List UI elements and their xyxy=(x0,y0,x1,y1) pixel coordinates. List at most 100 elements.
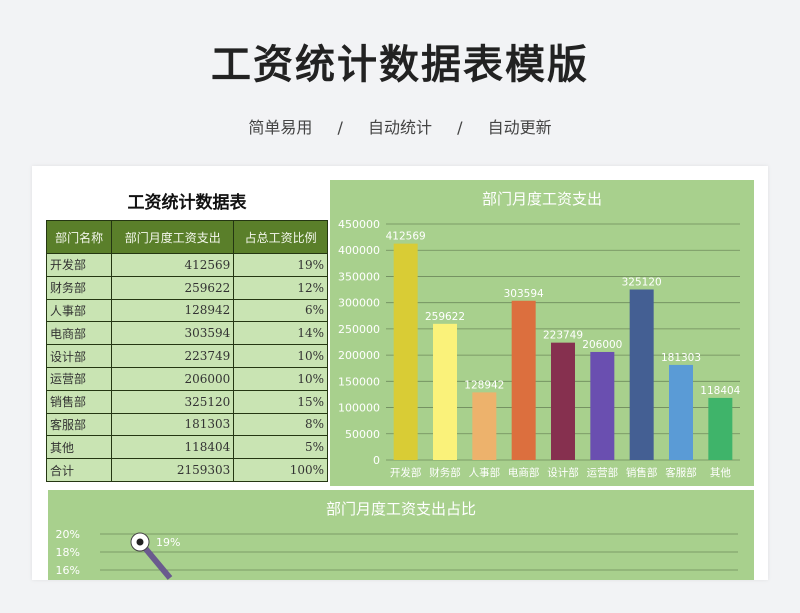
bar[interactable] xyxy=(629,289,654,460)
x-tick-label: 电商部 xyxy=(508,466,540,479)
bar[interactable] xyxy=(472,392,497,460)
bar-data-label: 181303 xyxy=(661,352,701,364)
ratio-chart: 部门月度工资支出占比 20% 18% 16% 19% xyxy=(56,500,738,580)
x-tick-label: 设计部 xyxy=(547,466,579,479)
table-row: 运营部 206000 10% xyxy=(45,366,328,391)
y-tick-label: 18% xyxy=(56,546,80,559)
ratio-chart-title: 部门月度工资支出占比 xyxy=(326,500,476,518)
cell-pay[interactable]: 128942 xyxy=(111,298,235,323)
bar[interactable] xyxy=(669,364,693,460)
cell-dept[interactable]: 设计部 xyxy=(45,344,113,368)
header-monthly-pay[interactable]: 部门月度工资支出 xyxy=(111,220,235,254)
cell-ratio[interactable]: 19% xyxy=(233,253,328,277)
bar-chart-panel: 部门月度工资支出 0 50000 100000 150000 200000 250000 3… xyxy=(330,180,754,486)
bar[interactable] xyxy=(393,243,418,460)
cell-ratio[interactable]: 5% xyxy=(233,435,328,460)
bar[interactable] xyxy=(590,351,615,460)
cell-pay[interactable]: 118404 xyxy=(111,435,235,460)
cell-ratio[interactable]: 6% xyxy=(233,298,328,323)
header-ratio[interactable]: 占总工资比例 xyxy=(233,220,328,254)
table-title: 工资统计数据表 xyxy=(127,193,247,213)
cell-pay[interactable]: 325120 xyxy=(111,389,235,414)
bar-data-label: 303594 xyxy=(504,288,544,300)
point-data-label: 19% xyxy=(156,536,180,549)
bar-data-label: 206000 xyxy=(582,339,622,351)
header-dept[interactable]: 部门名称 xyxy=(45,220,113,254)
y-tick-label: 300000 xyxy=(338,297,380,310)
bar-data-label: 412569 xyxy=(386,231,426,243)
bar-chart-title: 部门月度工资支出 xyxy=(482,190,602,208)
page-title: 工资统计数据表模版 xyxy=(211,42,589,88)
cell-pay[interactable]: 181303 xyxy=(111,412,235,437)
table-header-row: 部门名称 部门月度工资支出 占总工资比例 xyxy=(45,220,328,254)
bar[interactable] xyxy=(551,342,575,460)
x-tick-label: 运营部 xyxy=(587,466,619,479)
bar-chart: 部门月度工资支出 0 50000 100000 150000 200000 250000 3… xyxy=(338,190,741,479)
subtitle-separator: / xyxy=(457,118,463,137)
table-row: 人事部 128942 6% xyxy=(45,298,328,323)
y-tick-label: 150000 xyxy=(338,375,380,388)
y-tick-label: 50000 xyxy=(345,428,380,441)
table-row: 设计部 223749 10% xyxy=(45,344,328,368)
bar[interactable] xyxy=(511,300,536,460)
subtitle-separator: / xyxy=(337,118,343,137)
bar-data-label: 118404 xyxy=(700,385,740,397)
page-subtitle: 简单易用 / 自动统计 / 自动更新 xyxy=(0,114,800,138)
cell-pay[interactable]: 412569 xyxy=(111,253,235,277)
table-row: 客服部 181303 8% xyxy=(45,412,328,437)
cell-pay[interactable]: 303594 xyxy=(111,321,235,346)
spreadsheet-preview: 工资统计数据表 部门名称 部门月度工资支出 占总工资比例 开发部 412569 19… xyxy=(32,166,768,580)
cell-dept[interactable]: 其他 xyxy=(45,435,113,460)
y-tick-label: 100000 xyxy=(338,402,380,415)
y-tick-label: 350000 xyxy=(338,270,380,283)
cell-pay[interactable]: 223749 xyxy=(111,344,235,368)
ratio-chart-panel: 部门月度工资支出占比 20% 18% 16% 19% xyxy=(48,490,754,580)
bar[interactable] xyxy=(708,397,733,460)
cell-ratio[interactable]: 15% xyxy=(233,389,328,414)
cell-dept[interactable]: 运营部 xyxy=(45,366,113,391)
cell-dept[interactable]: 开发部 xyxy=(45,253,113,277)
y-tick-label: 450000 xyxy=(338,218,380,231)
cell-pay[interactable]: 2159303 xyxy=(111,458,235,482)
x-tick-label: 开发部 xyxy=(390,466,422,479)
bar-data-label: 325120 xyxy=(622,276,662,288)
cell-ratio[interactable]: 12% xyxy=(233,275,328,300)
y-tick-label: 200000 xyxy=(338,349,380,362)
subtitle-item: 自动更新 xyxy=(487,118,552,137)
cell-ratio[interactable]: 8% xyxy=(233,412,328,437)
cell-ratio[interactable]: 10% xyxy=(233,366,328,391)
y-tick-label: 20% xyxy=(56,528,80,541)
cell-pay[interactable]: 259622 xyxy=(111,275,235,300)
bar-data-label: 128942 xyxy=(464,379,504,391)
subtitle-item: 自动统计 xyxy=(367,118,432,137)
table-row: 开发部 412569 19% xyxy=(45,253,328,277)
table-row: 财务部 259622 12% xyxy=(45,275,328,300)
x-tick-label: 其他 xyxy=(710,466,731,479)
bar[interactable] xyxy=(433,323,457,460)
cell-ratio[interactable]: 10% xyxy=(233,344,328,368)
subtitle-item: 简单易用 xyxy=(248,118,313,137)
x-tick-label: 客服部 xyxy=(665,466,697,479)
table-row: 合计 2159303 100% xyxy=(45,458,328,482)
y-tick-label: 400000 xyxy=(338,244,380,257)
cell-dept[interactable]: 电商部 xyxy=(45,321,113,346)
cell-ratio[interactable]: 100% xyxy=(233,458,328,482)
x-tick-label: 人事部 xyxy=(469,466,501,479)
cell-dept[interactable]: 销售部 xyxy=(45,389,113,414)
cell-pay[interactable]: 206000 xyxy=(111,366,235,391)
y-tick-label: 16% xyxy=(56,564,80,577)
cell-dept[interactable]: 客服部 xyxy=(45,412,113,437)
table-row: 电商部 303594 14% xyxy=(45,321,328,346)
bar-data-label: 223749 xyxy=(543,330,583,342)
data-point-center xyxy=(136,538,144,546)
bar-data-label: 259622 xyxy=(425,311,465,323)
cell-dept[interactable]: 合计 xyxy=(45,458,113,482)
y-tick-label: 0 xyxy=(373,454,380,467)
cell-dept[interactable]: 人事部 xyxy=(45,298,113,323)
cell-dept[interactable]: 财务部 xyxy=(45,275,113,300)
y-tick-label: 250000 xyxy=(338,323,380,336)
table-row: 其他 118404 5% xyxy=(45,435,328,460)
cell-ratio[interactable]: 14% xyxy=(233,321,328,346)
table-row: 销售部 325120 15% xyxy=(45,389,328,414)
salary-table: 部门名称 部门月度工资支出 占总工资比例 开发部 412569 19% 财务部 2596… xyxy=(45,220,328,482)
